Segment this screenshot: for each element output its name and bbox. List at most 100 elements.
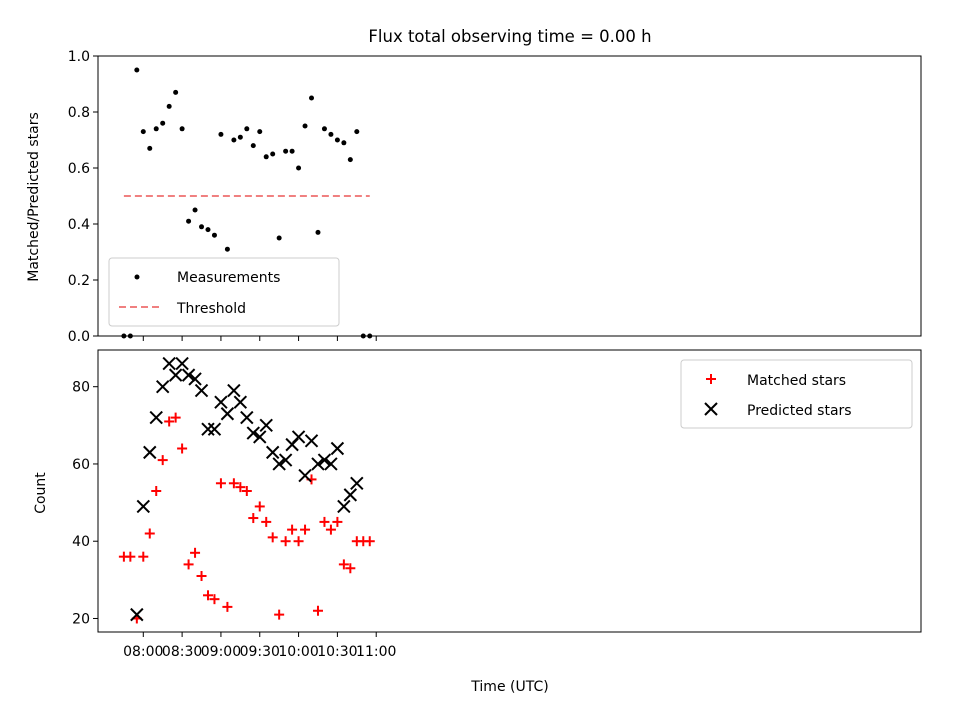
ratio-y-axis-label: Matched/Predicted stars: [26, 112, 42, 282]
x-tick-label: 11:00: [356, 644, 396, 660]
measurement-point: [270, 151, 276, 157]
y-tick-label: 80: [72, 380, 90, 396]
x-tick-label: 09:00: [201, 644, 241, 660]
predicted-stars-point: [324, 457, 338, 471]
y-tick-label: 0.2: [68, 273, 90, 289]
matched-stars-point: [338, 559, 349, 570]
matched-stars-point: [164, 416, 175, 427]
measurement-point: [205, 227, 211, 233]
matched-stars-point: [332, 516, 343, 527]
matched-stars-point: [319, 516, 330, 527]
measurement-point: [173, 89, 179, 95]
predicted-stars-point: [162, 356, 176, 371]
predicted-stars-point: [201, 422, 215, 436]
matched-stars-point: [228, 478, 239, 489]
measurement-point: [250, 143, 256, 149]
legend-matched-marker: [706, 374, 716, 384]
y-tick-label: 60: [72, 457, 90, 473]
measurement-point: [315, 229, 321, 235]
y-tick-label: 0.0: [68, 329, 90, 345]
matched-stars-point: [235, 482, 246, 493]
ratio-legend: Measurements Threshold: [108, 257, 340, 327]
measurement-point: [244, 126, 250, 132]
predicted-stars-point: [188, 372, 202, 386]
measurement-point: [237, 134, 243, 140]
count-legend: Matched stars Predicted stars: [680, 359, 913, 429]
count-panel: Count Time (UTC) 20 40 60 80 08:0008:3009:00…: [33, 349, 922, 695]
predicted-stars-point: [207, 422, 222, 436]
matched-stars-point: [157, 455, 168, 466]
predicted-stars-point: [291, 430, 306, 444]
measurement-point: [354, 129, 360, 135]
matched-stars-point: [254, 501, 265, 512]
measurement-point: [160, 120, 166, 126]
matched-stars-point: [325, 524, 336, 535]
legend-matched-label: Matched stars: [747, 373, 846, 389]
predicted-stars-point: [272, 457, 286, 471]
measurement-point: [328, 131, 334, 137]
count-axis-ticks: 20 40 60 80 08:0008:3009:0009:3010:0010:3011…: [72, 380, 396, 660]
y-tick-label: 1.0: [68, 49, 90, 65]
y-tick-label: 0.4: [68, 217, 90, 233]
measurement-point: [347, 157, 353, 163]
predicted-stars-point: [311, 457, 325, 471]
y-tick-label: 0.8: [68, 105, 90, 121]
predicted-stars-point: [194, 383, 209, 398]
count-plot-frame: [97, 349, 922, 633]
x-tick-label: 10:30: [317, 644, 357, 660]
predicted-stars-point: [143, 445, 157, 460]
y-tick-label: 0.6: [68, 161, 90, 177]
matched-stars-point: [364, 536, 375, 547]
predicted-stars-point: [168, 368, 183, 382]
measurement-point: [309, 95, 315, 101]
measurement-point: [302, 123, 308, 129]
matched-stars-point: [222, 601, 233, 612]
measurement-point: [147, 145, 153, 151]
ratio-legend-box: [108, 257, 340, 327]
matched-stars-point: [177, 443, 188, 454]
matched-stars-point: [125, 551, 136, 562]
predicted-stars-point: [155, 379, 170, 394]
measurement-point: [283, 148, 289, 154]
predicted-stars-point: [298, 468, 312, 483]
matched-stars-point: [345, 563, 356, 574]
chart-title: Flux total observing time = 0.00 h: [368, 27, 651, 46]
measurement-point: [199, 224, 205, 230]
predicted-stars-point: [343, 488, 358, 502]
measurement-point: [263, 154, 269, 160]
matched-stars-point: [183, 559, 194, 570]
measurement-point: [276, 235, 282, 241]
matched-stars-point: [300, 524, 311, 535]
predicted-stars-point: [278, 453, 293, 467]
predicted-stars-point: [253, 430, 267, 444]
matched-stars-point: [138, 551, 149, 562]
y-tick-label: 20: [72, 611, 90, 627]
measurement-point: [296, 165, 302, 171]
measurement-point: [153, 126, 159, 132]
ratio-axis-ticks: 0.0 0.2 0.4 0.6 0.8 1.0: [68, 49, 377, 345]
matched-stars-point: [293, 536, 304, 547]
y-tick-label: 40: [72, 534, 90, 550]
legend-threshold-label: Threshold: [176, 301, 246, 317]
legend-predicted-marker: [704, 402, 718, 416]
matched-stars-point: [196, 570, 207, 581]
x-tick-label: 08:00: [123, 644, 163, 660]
measurement-point: [166, 103, 172, 109]
predicted-stars-point: [240, 410, 254, 425]
predicted-stars-point: [233, 395, 248, 409]
predicted-stars-point: [175, 356, 189, 371]
matched-stars-point: [287, 524, 298, 535]
predicted-stars-point: [149, 410, 163, 425]
predicted-stars-point: [304, 434, 319, 448]
matched-stars-point: [241, 486, 252, 496]
predicted-stars-point: [227, 383, 241, 398]
predicted-stars-point: [330, 441, 345, 456]
measurement-point: [134, 67, 140, 73]
matched-stars-point: [312, 605, 323, 616]
matched-stars-point: [202, 590, 213, 601]
x-tick-label: 08:30: [162, 644, 202, 660]
legend-predicted-label: Predicted stars: [747, 403, 852, 419]
matched-stars-point: [190, 547, 201, 558]
measurement-point: [231, 137, 237, 143]
